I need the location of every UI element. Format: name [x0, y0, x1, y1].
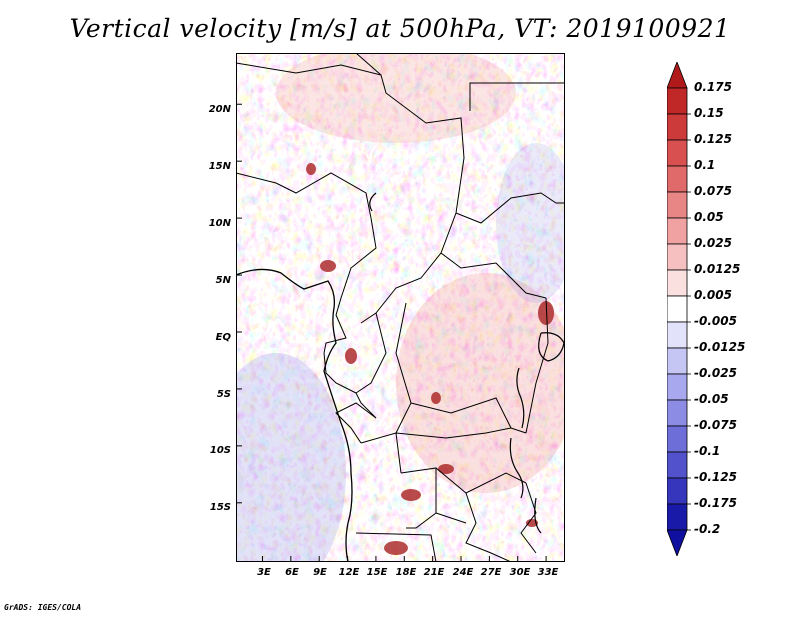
colorbar-swatch [667, 425, 688, 453]
great-lakes [369, 192, 565, 534]
colorbar-swatch [667, 321, 688, 349]
lat-ticks [236, 103, 242, 504]
lat-label: 20N [208, 104, 231, 115]
vertical-velocity-map [236, 53, 565, 562]
lat-label: 10S [209, 445, 231, 456]
colorbar-swatch [667, 373, 688, 401]
country-borders [236, 53, 565, 562]
map-panel [236, 53, 565, 562]
lon-label: 6E [285, 567, 299, 578]
colorbar-label: 0.025 [694, 236, 732, 250]
colorbar-label: 0.05 [694, 210, 724, 224]
lon-label: 30E [509, 567, 531, 578]
lat-label: EQ [215, 332, 231, 343]
colorbar-swatch [667, 139, 688, 167]
colorbar-top-arrow [667, 62, 688, 89]
colorbar-label: -0.1 [694, 444, 721, 458]
lat-label: 10N [208, 218, 231, 229]
subsidence-region-atlantic [236, 353, 346, 562]
colorbar-label: 0.075 [694, 184, 732, 198]
lon-label: 24E [452, 567, 474, 578]
colorbar-label: -0.075 [694, 418, 737, 432]
map-title: Vertical velocity [m/s] at 500hPa, VT: 2… [69, 14, 731, 43]
coastline [236, 268, 353, 562]
colorbar-label: 0.125 [694, 132, 732, 146]
lon-ticks [261, 556, 547, 562]
colorbar-label: 0.175 [694, 80, 732, 94]
colorbar-swatch [667, 243, 688, 271]
colorbar-swatch [667, 399, 688, 427]
colorbar-swatch [667, 165, 688, 193]
colorbar-swatch [667, 451, 688, 479]
colorbar-swatch [667, 477, 688, 505]
map-frame [236, 53, 565, 562]
lat-label: 5S [216, 389, 231, 400]
colorbar-swatch [667, 295, 688, 323]
lat-label: 15S [209, 502, 231, 513]
strong-ascent-cells [306, 163, 554, 555]
colorbar-swatch [667, 503, 688, 531]
colorbar-bottom-arrow [667, 529, 688, 556]
colorbar [667, 62, 691, 556]
colorbar-swatch [667, 269, 688, 297]
colorbar-label: -0.125 [694, 470, 737, 484]
velocity-field-detail [236, 53, 565, 562]
lon-label: 27E [480, 567, 502, 578]
lon-label: 15E [366, 567, 388, 578]
subsidence-region-east [496, 143, 565, 303]
lat-label: 5N [215, 275, 231, 286]
colorbar-label: -0.025 [694, 366, 737, 380]
colorbar-label: -0.05 [694, 392, 729, 406]
lon-label: 18E [395, 567, 417, 578]
lon-label: 3E [257, 567, 271, 578]
colorbar-swatch [667, 87, 688, 115]
colorbar-swatch [667, 191, 688, 219]
colorbar-swatch [667, 347, 688, 375]
grads-credit: GrADS: IGES/COLA [4, 603, 82, 612]
colorbar-swatch [667, 217, 688, 245]
colorbar-swatch [667, 113, 688, 141]
lon-label: 21E [423, 567, 445, 578]
lat-label: 15N [208, 161, 231, 172]
lon-label: 12E [338, 567, 360, 578]
colorbar-label: 0.1 [694, 158, 716, 172]
colorbar-label: -0.175 [694, 496, 737, 510]
colorbar-label: 0.15 [694, 106, 724, 120]
colorbar-label: -0.2 [694, 522, 721, 536]
colorbar-label: 0.0125 [694, 262, 741, 276]
colorbar-label: 0.005 [694, 288, 732, 302]
colorbar-label: -0.005 [694, 314, 737, 328]
lon-label: 9E [313, 567, 327, 578]
ascent-region-sahara [276, 53, 516, 143]
colorbar-label: -0.0125 [694, 340, 746, 354]
ascent-region-congo [396, 273, 565, 493]
lon-label: 33E [537, 567, 559, 578]
